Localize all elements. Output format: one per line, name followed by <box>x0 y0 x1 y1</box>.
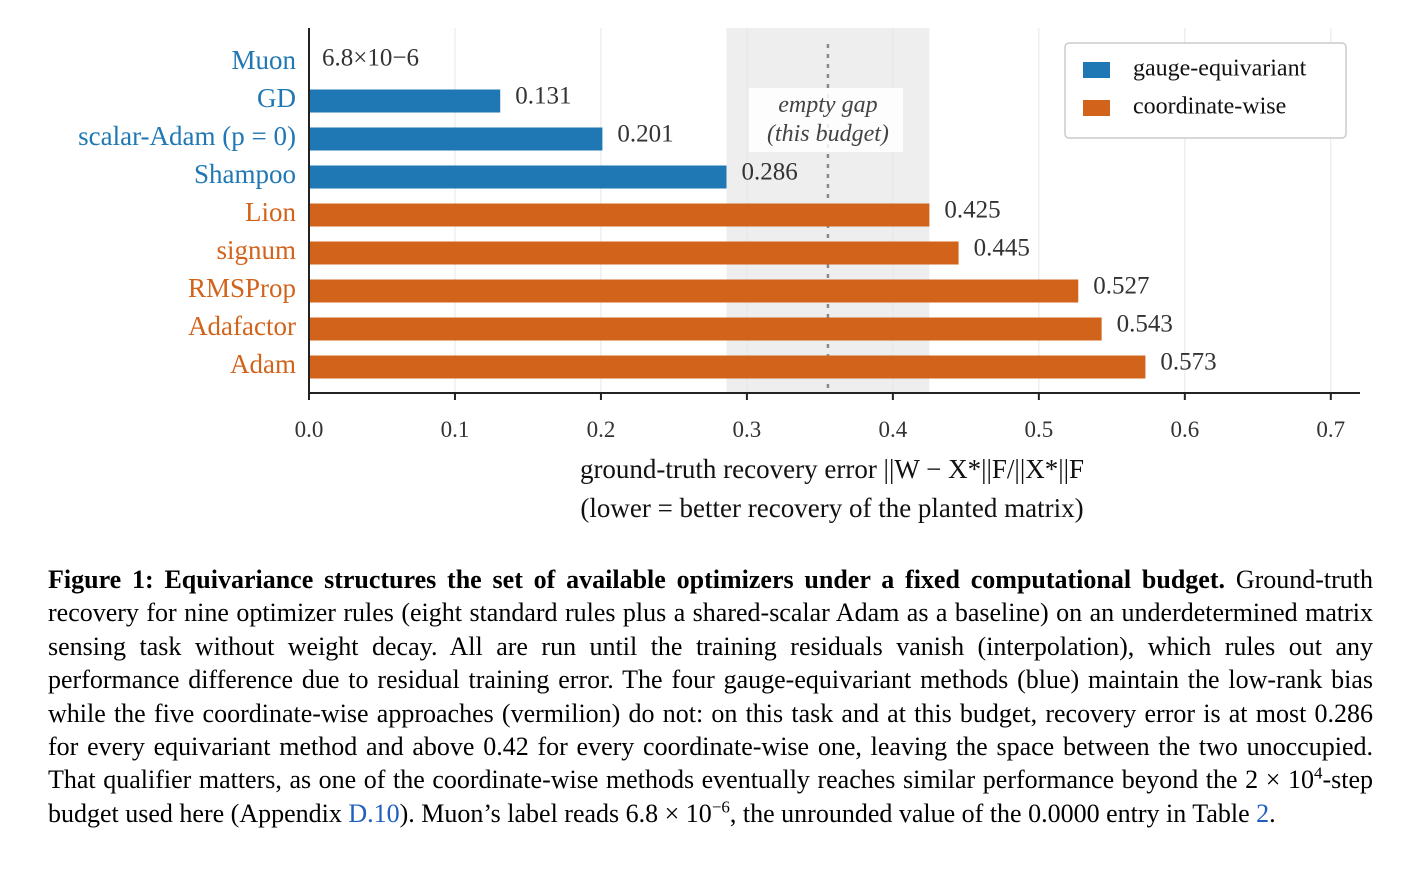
value-label: 0.573 <box>1160 349 1216 376</box>
legend-box <box>1064 42 1347 139</box>
category-label: Adam <box>230 349 296 379</box>
caption-text: ). Muon’s label reads 6.8 × 10 <box>399 798 712 828</box>
caption-text: -step budget used here (Appendix <box>48 765 1373 828</box>
value-label: 0.425 <box>944 197 1000 224</box>
caption-text: , the unrounded value of the 0.0000 entr… <box>729 798 1257 828</box>
caption-superscript: 4 <box>1313 763 1323 783</box>
appendix-link[interactable]: D.10 <box>348 798 400 828</box>
category-label: GD <box>257 83 296 113</box>
legend-swatch <box>1083 62 1110 78</box>
bar <box>309 279 1079 303</box>
x-tick-label: 0.7 <box>1316 417 1345 442</box>
legend-label: coordinate-wise <box>1133 94 1286 120</box>
caption-title: Figure 1: Equivariance structures the se… <box>48 565 1225 594</box>
gap-label: (this budget) <box>767 121 889 147</box>
caption-superscript: −6 <box>711 797 730 817</box>
value-label: 0.527 <box>1093 273 1149 300</box>
category-label: Adafactor <box>188 311 296 341</box>
category-label: RMSProp <box>188 273 296 303</box>
gap-label: empty gap <box>778 92 877 118</box>
category-label: Muon <box>231 45 296 75</box>
caption-text: Ground-truth recovery for nine optimizer… <box>48 565 1374 795</box>
x-tick-label: 0.6 <box>1170 417 1199 442</box>
bar <box>309 203 930 227</box>
bar <box>309 89 501 113</box>
legend-label: gauge-equivariant <box>1133 56 1307 82</box>
chart-area: empty gap (this budget) Muon 6.8×10−6 GD 0.13… <box>78 28 1360 523</box>
figure-caption: Figure 1: Equivariance structures the se… <box>48 563 1373 830</box>
category-label: scalar-Adam (p = 0) <box>78 121 296 151</box>
x-tick-label: 0.0 <box>295 417 324 442</box>
caption-text: . <box>1269 798 1276 828</box>
legend-swatch <box>1083 100 1110 116</box>
table-link[interactable]: 2 <box>1256 798 1270 828</box>
x-tick-label: 0.5 <box>1024 417 1053 442</box>
bar <box>309 165 727 189</box>
value-label: 0.201 <box>617 121 673 148</box>
bar <box>309 355 1146 379</box>
x-axis-label: (lower = better recovery of the planted … <box>580 493 1083 523</box>
value-label: 6.8×10−6 <box>322 45 419 72</box>
category-label: Shampoo <box>194 159 296 189</box>
bar-chart: empty gap (this budget) Muon 6.8×10−6 GD 0.13… <box>78 28 1360 523</box>
x-tick-label: 0.2 <box>587 417 616 442</box>
value-label: 0.286 <box>741 159 797 186</box>
value-label: 0.445 <box>974 235 1030 262</box>
x-tick-label: 0.1 <box>441 417 470 442</box>
x-axis-label: ground-truth recovery error ||W − X*||F/… <box>580 454 1084 484</box>
x-tick-label: 0.4 <box>879 417 908 442</box>
bar <box>309 317 1102 341</box>
category-label: Lion <box>245 197 296 227</box>
x-tick-label: 0.3 <box>733 417 762 442</box>
gap-label-box <box>749 88 903 152</box>
category-label: signum <box>216 235 296 265</box>
bar <box>309 127 603 151</box>
value-label: 0.543 <box>1117 311 1173 338</box>
bar <box>309 241 959 265</box>
value-label: 0.131 <box>515 83 571 110</box>
